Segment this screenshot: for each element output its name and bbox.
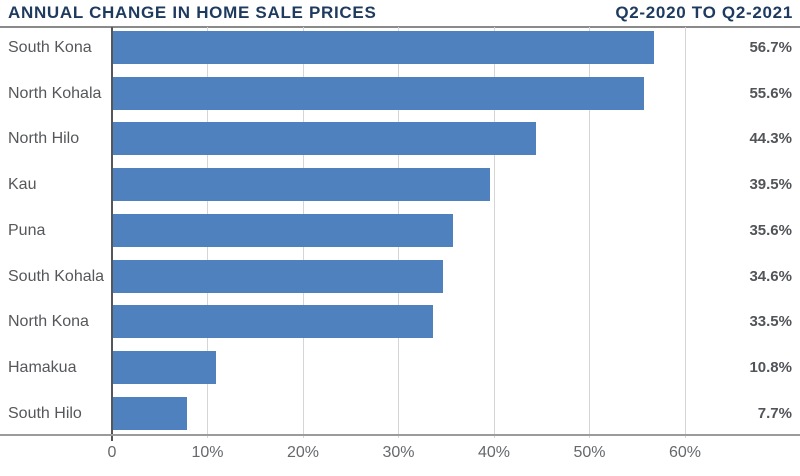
x-tick-label: 30%: [382, 444, 415, 461]
category-label: South Kona: [8, 39, 92, 56]
value-label: 34.6%: [749, 267, 792, 285]
category-label: Hamakua: [8, 358, 77, 376]
category-label: South Kohala: [8, 267, 105, 285]
x-tick-label: 60%: [668, 444, 702, 461]
chart-title: ANNUAL CHANGE IN HOME SALE PRICES: [8, 3, 377, 22]
bar-north-hilo: [113, 122, 537, 156]
bar-north-kona: [113, 305, 433, 339]
gridline-60: [684, 27, 686, 438]
x-axis-line: [0, 434, 800, 436]
category-label: North Hilo: [8, 130, 80, 148]
bar-puna: [113, 213, 453, 247]
plot-area: [0, 27, 800, 441]
value-label: 39.5%: [749, 176, 792, 194]
zero-axis-line: [111, 27, 113, 441]
bar-hamakua: [113, 350, 217, 384]
category-label: North Kona: [8, 313, 89, 331]
category-label: Kau: [8, 176, 37, 194]
value-label: 55.6%: [749, 84, 792, 102]
x-tick-label: 50%: [573, 444, 606, 461]
bar-south-kona: [113, 31, 655, 64]
value-label: 10.8%: [749, 358, 792, 376]
gridline-50: [589, 27, 590, 438]
category-label: Puna: [8, 221, 46, 239]
x-tick-label: 20%: [286, 444, 320, 461]
header-rule: [0, 26, 800, 28]
value-label: 35.6%: [749, 221, 792, 239]
gridline-40: [493, 27, 495, 438]
value-label: 7.7%: [757, 404, 792, 422]
value-label: 56.7%: [749, 39, 792, 56]
x-tick-label: 0: [107, 444, 117, 461]
bar-south-hilo: [113, 396, 187, 430]
x-tick-label: 10%: [191, 444, 224, 461]
category-label: South Hilo: [8, 404, 82, 422]
category-label: North Kohala: [8, 84, 102, 102]
bar-south-kohala: [113, 259, 444, 293]
value-label: 44.3%: [749, 130, 792, 148]
x-tick-label: 40%: [477, 444, 511, 461]
bar-kau: [113, 168, 491, 202]
value-label: 33.5%: [749, 313, 792, 331]
bar-north-kohala: [113, 76, 644, 110]
chart-period: Q2-2020 TO Q2-2021: [615, 3, 793, 22]
